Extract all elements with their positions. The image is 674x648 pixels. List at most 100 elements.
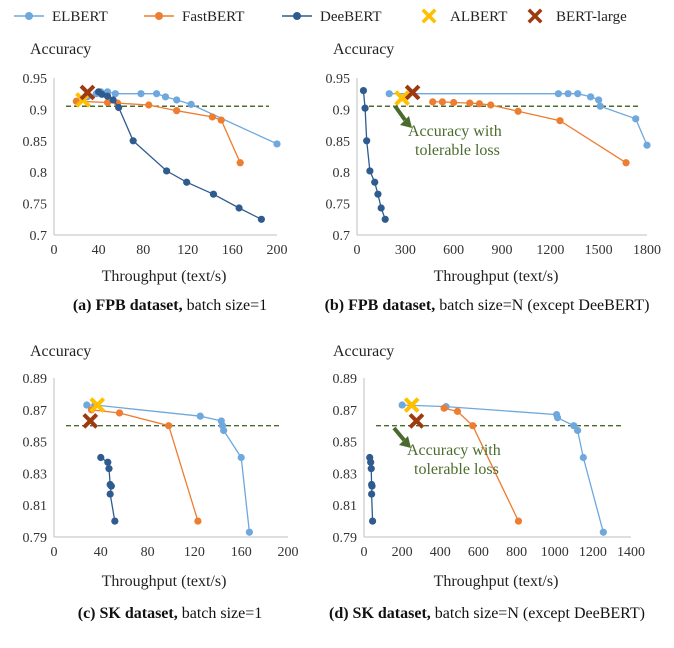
y-tick-label: 0.79: [23, 531, 48, 546]
x-tick-label: 120: [177, 243, 198, 258]
deebert-point: [209, 190, 218, 198]
chart-panel-d: 0.79 0.81 0.83 0.85 0.87 0.89 0 200 400 600 800 100…: [333, 343, 646, 590]
deebert-point: [107, 482, 115, 490]
deebert-point: [97, 453, 105, 462]
fastbert-point: [622, 159, 630, 167]
fastbert-point: [556, 117, 564, 125]
elbert-point: [220, 426, 228, 435]
deebert-point: [367, 458, 375, 466]
legend-marker-bert-large: [527, 8, 543, 24]
x-tick-label: 1200: [536, 243, 564, 258]
deebert-point: [183, 178, 191, 186]
fastbert-series-line: [443, 407, 520, 522]
deebert-point: [363, 137, 371, 145]
x-tick-label: 0: [51, 243, 58, 258]
bert-large-point: [408, 413, 425, 429]
deebert-point: [368, 482, 376, 490]
annotation-text: Accuracy with: [407, 442, 501, 459]
legend-label-albert: ALBERT: [450, 9, 507, 25]
elbert-point: [574, 90, 582, 98]
annotation-arrow-head: [400, 116, 412, 128]
legend-marker-albert: [421, 8, 437, 24]
caption-c: (c) SK dataset, batch size=1: [20, 604, 320, 624]
elbert-point: [564, 90, 572, 98]
deebert-point: [377, 204, 385, 212]
fastbert-point: [453, 407, 462, 415]
x-tick-label: 0: [361, 545, 368, 560]
y-axis-label: Accuracy: [333, 41, 394, 58]
annotation-text: tolerable loss: [415, 142, 500, 159]
y-tick-label: 0.81: [333, 499, 358, 514]
x-tick-label: 160: [231, 545, 252, 560]
fastbert-point: [450, 98, 458, 107]
bert-large-point: [79, 84, 96, 101]
y-axis-label: Accuracy: [333, 343, 394, 360]
x-tick-label: 400: [430, 545, 451, 560]
elbert-point: [152, 90, 161, 98]
legend-label-deebert: DeeBERT: [320, 9, 382, 25]
x-tick-label: 1500: [585, 243, 613, 258]
caption-b: (b) FPB dataset, batch size=N (except De…: [322, 296, 652, 316]
x-tick-label: 1200: [579, 545, 607, 560]
y-tick-label: 0.81: [23, 499, 48, 514]
y-tick-label: 0.85: [23, 436, 48, 451]
x-tick-label: 40: [94, 545, 108, 560]
deebert-point: [374, 190, 382, 198]
deebert-point: [115, 103, 123, 112]
x-tick-label: 160: [222, 243, 243, 258]
fastbert-point: [475, 100, 484, 108]
caption-c-bold: (c) SK dataset,: [77, 605, 178, 622]
fastbert-point: [438, 98, 446, 106]
elbert-point: [385, 90, 393, 98]
deebert-point: [163, 167, 171, 175]
y-tick-label: 0.83: [333, 467, 358, 482]
chart-panel-b: 0.7 0.75 0.8 0.85 0.9 0.95 0 300 600 900 1200 1500 1…: [326, 41, 662, 285]
elbert-point: [237, 453, 245, 462]
elbert-point: [574, 426, 582, 435]
albert-point: [403, 397, 420, 413]
y-tick-label: 0.85: [333, 436, 358, 451]
deebert-point: [367, 465, 375, 473]
fastbert-point: [487, 101, 495, 109]
x-tick-label: 200: [392, 545, 413, 560]
elbert-point: [596, 102, 604, 110]
y-tick-label: 0.8: [30, 166, 48, 181]
y-tick-label: 0.7: [333, 229, 351, 244]
caption-b-rest: batch size=N (except DeeBERT): [435, 297, 650, 314]
deebert-point: [109, 96, 117, 104]
caption-c-rest: batch size=1: [177, 605, 263, 622]
y-tick-label: 0.95: [23, 72, 48, 87]
elbert-point: [273, 140, 281, 148]
caption-a-bold: (a) FPB dataset,: [72, 297, 183, 314]
elbert-point: [137, 90, 145, 98]
fastbert-point: [469, 422, 477, 430]
elbert-point: [245, 528, 253, 536]
fastbert-point: [429, 98, 437, 106]
elbert-point: [599, 528, 607, 536]
x-axis-label: Throughput (text/s): [434, 573, 559, 590]
x-tick-label: 1800: [633, 243, 661, 258]
bert-large-point: [404, 84, 421, 101]
caption-b-bold: (b) FPB dataset,: [324, 297, 436, 314]
y-axis-label: Accuracy: [30, 343, 91, 360]
deebert-point: [98, 90, 106, 98]
bert-large-point: [82, 413, 99, 429]
legend-label-elbert: ELBERT: [52, 9, 108, 25]
chart-panel-a: 0.7 0.75 0.8 0.85 0.9 0.95 0 40 80 120 160 200 Accur…: [23, 41, 288, 285]
deebert-point: [105, 465, 113, 473]
deebert-point: [368, 517, 377, 525]
deebert-point: [103, 92, 112, 100]
legend-marker-deebert: [293, 12, 301, 20]
fastbert-point: [217, 116, 225, 124]
x-tick-label: 200: [267, 243, 288, 258]
fastbert-point: [103, 98, 112, 107]
deebert-point: [257, 215, 265, 223]
elbert-point: [83, 401, 91, 409]
fastbert-series-line: [76, 100, 241, 164]
y-tick-label: 0.89: [333, 372, 358, 387]
elbert-point: [187, 100, 195, 108]
legend-marker-elbert: [25, 12, 33, 20]
fastbert-series-line: [91, 409, 199, 522]
y-tick-label: 0.95: [326, 72, 351, 87]
x-axis-label: Throughput (text/s): [434, 268, 559, 285]
